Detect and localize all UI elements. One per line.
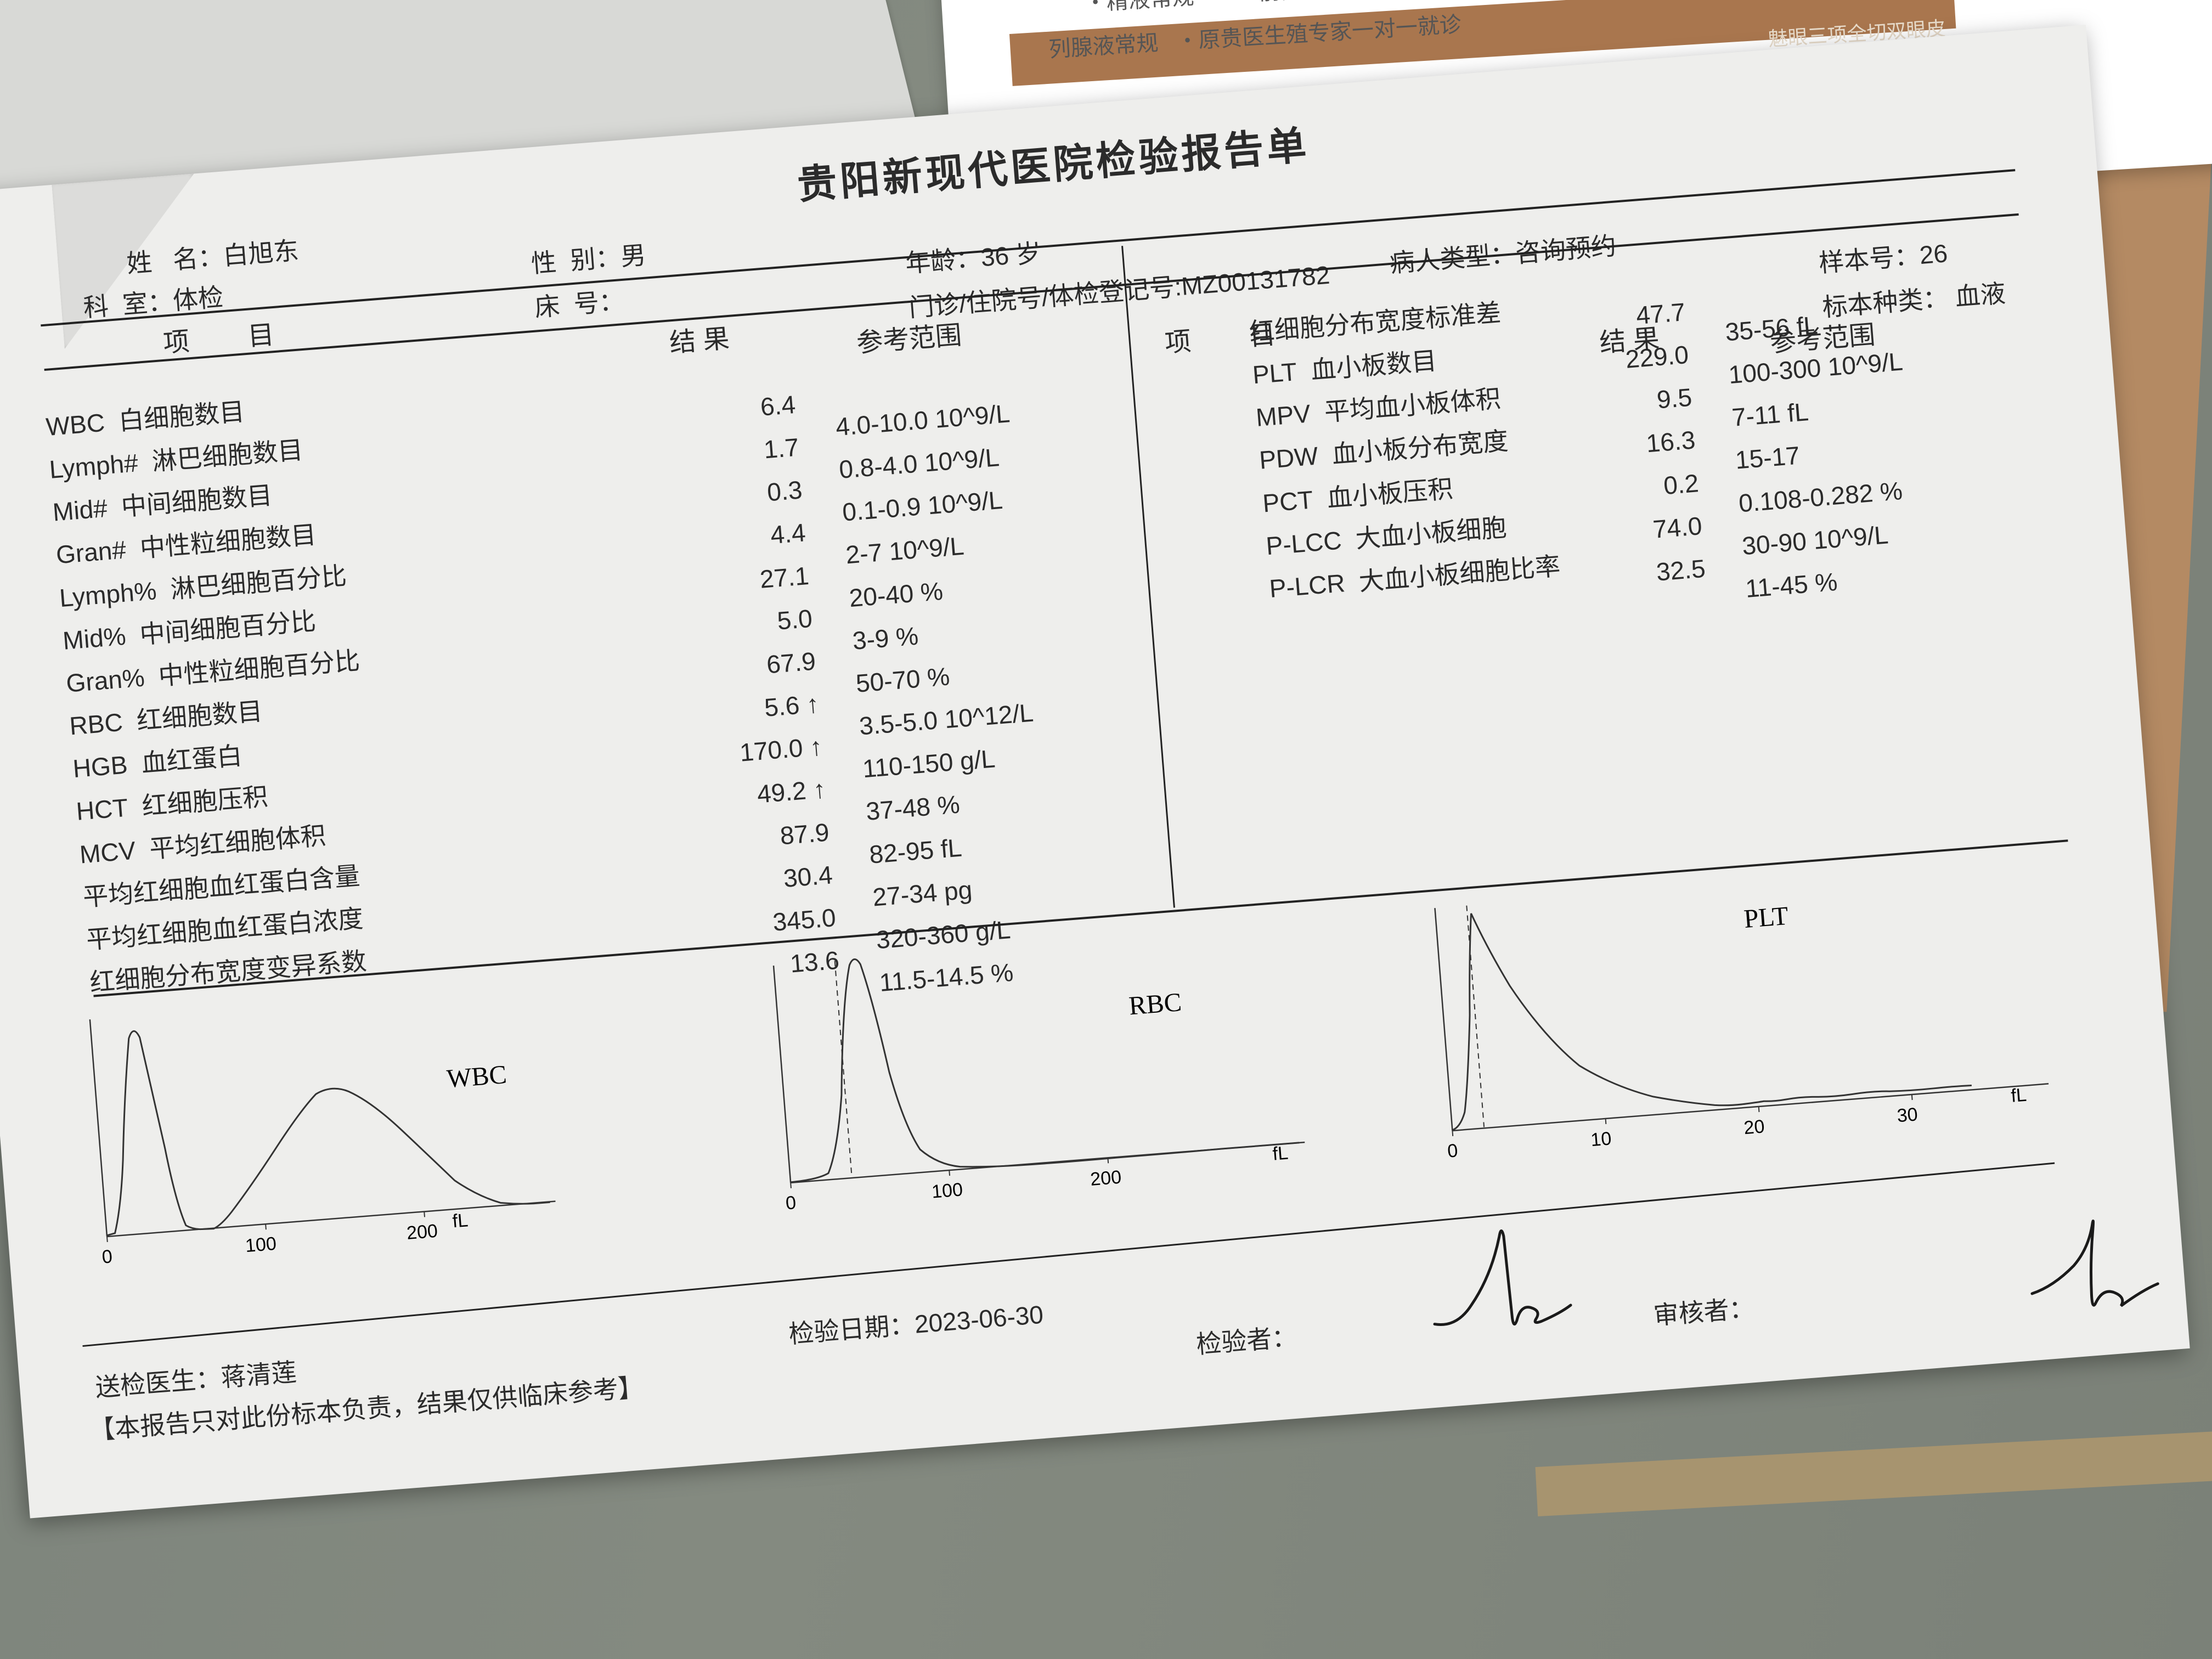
svg-text:WBC: WBC [445, 1060, 507, 1093]
svg-text:200: 200 [1090, 1167, 1122, 1190]
svg-text:fL: fL [1272, 1143, 1289, 1165]
svg-text:fL: fL [452, 1210, 469, 1232]
svg-text:30: 30 [1896, 1104, 1918, 1126]
svg-text:fL: fL [2010, 1085, 2027, 1107]
svg-text:100: 100 [245, 1233, 278, 1256]
svg-text:0: 0 [785, 1192, 797, 1214]
svg-text:0: 0 [1447, 1140, 1459, 1161]
svg-text:PLT: PLT [1743, 901, 1790, 934]
svg-text:200: 200 [406, 1221, 439, 1244]
svg-text:100: 100 [931, 1179, 964, 1202]
svg-text:20: 20 [1743, 1116, 1765, 1138]
svg-text:RBC: RBC [1128, 988, 1183, 1020]
svg-text:10: 10 [1590, 1128, 1612, 1150]
svg-text:0: 0 [101, 1246, 113, 1267]
